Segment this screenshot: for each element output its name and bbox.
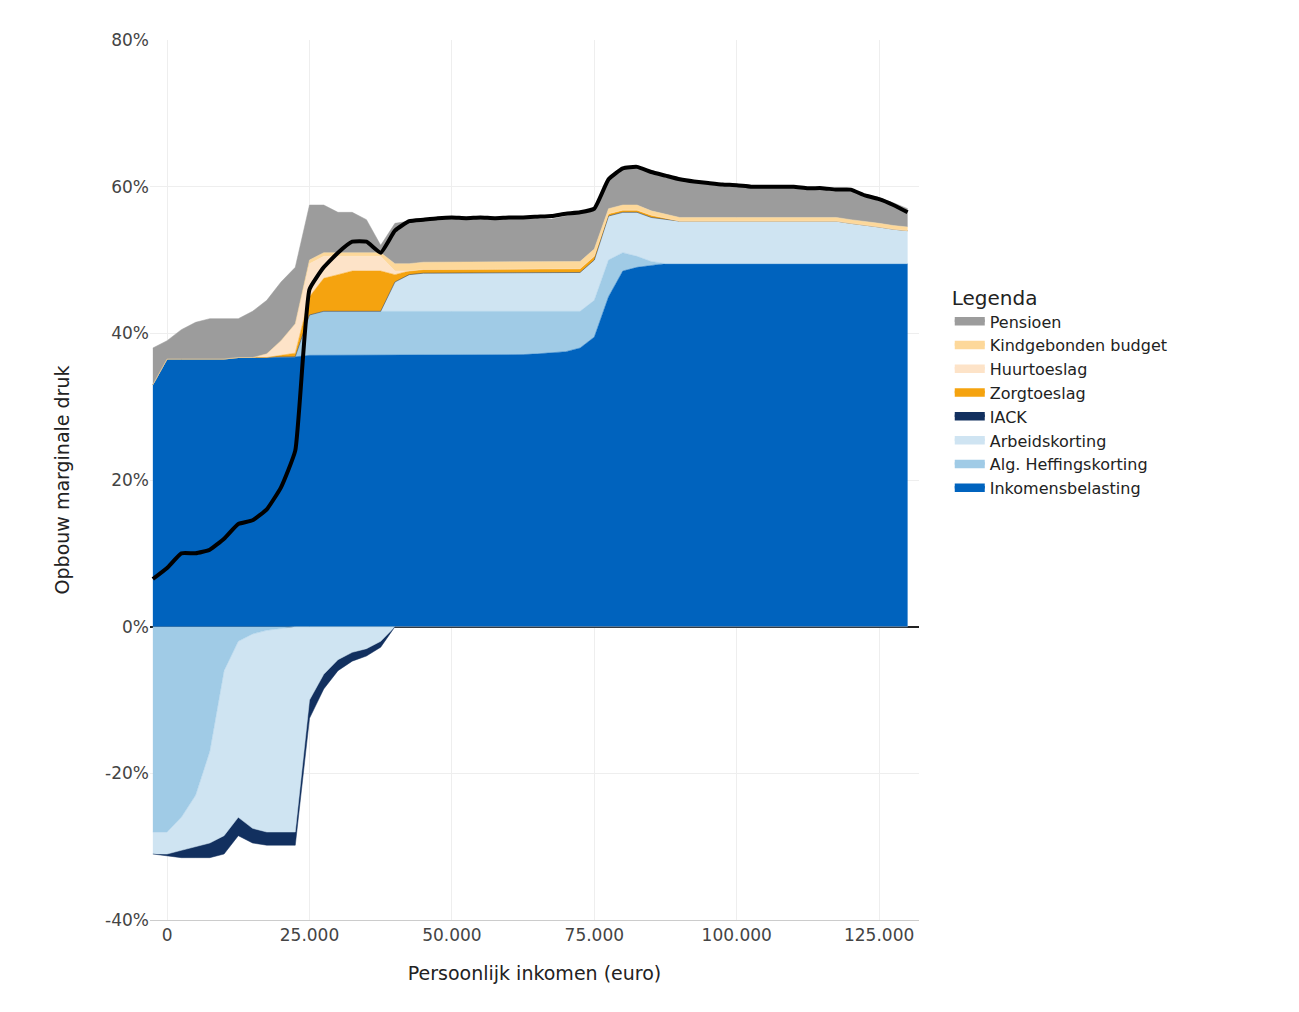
svg-text:0: 0 [162, 925, 173, 945]
svg-text:25.000: 25.000 [280, 925, 339, 945]
svg-text:Persoonlijk inkomen (euro): Persoonlijk inkomen (euro) [408, 962, 661, 984]
svg-text:Kindgebonden budget: Kindgebonden budget [990, 336, 1167, 355]
svg-text:40%: 40% [111, 323, 149, 343]
svg-text:20%: 20% [111, 470, 149, 490]
svg-text:75.000: 75.000 [565, 925, 624, 945]
svg-text:80%: 80% [111, 30, 149, 50]
svg-text:Pensioen: Pensioen [990, 313, 1062, 332]
svg-text:Arbeidskorting: Arbeidskorting [990, 432, 1107, 451]
svg-text:50.000: 50.000 [422, 925, 481, 945]
svg-text:-40%: -40% [105, 910, 149, 930]
svg-text:Zorgtoeslag: Zorgtoeslag [990, 384, 1086, 403]
svg-text:IACK: IACK [990, 408, 1028, 427]
svg-text:Legenda: Legenda [952, 286, 1038, 310]
svg-text:-20%: -20% [105, 763, 149, 783]
svg-text:100.000: 100.000 [702, 925, 772, 945]
svg-text:Opbouw marginale druk: Opbouw marginale druk [51, 366, 73, 595]
svg-text:125.000: 125.000 [844, 925, 914, 945]
svg-text:Inkomensbelasting: Inkomensbelasting [990, 479, 1141, 498]
svg-text:Alg. Heffingskorting: Alg. Heffingskorting [990, 455, 1148, 474]
svg-text:Huurtoeslag: Huurtoeslag [990, 360, 1088, 379]
svg-text:60%: 60% [111, 177, 149, 197]
svg-text:0%: 0% [122, 617, 149, 637]
